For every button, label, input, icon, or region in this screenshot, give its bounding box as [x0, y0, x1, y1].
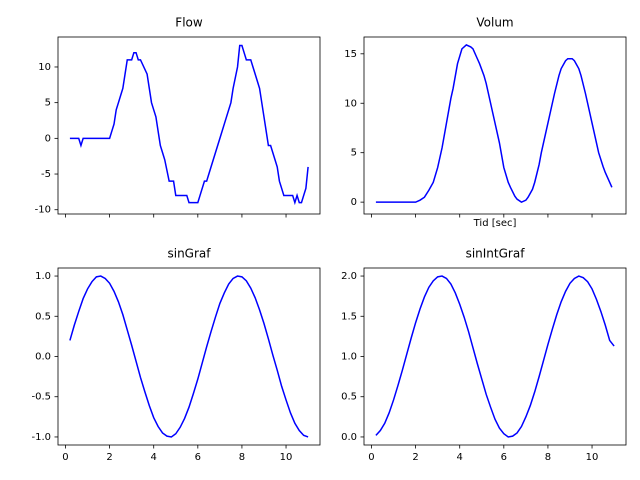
axes-frame: [363, 267, 627, 446]
y-tick-label: 1.5: [341, 311, 357, 322]
y-tick-label: 10: [38, 62, 51, 73]
y-tick-label: 0.5: [35, 311, 51, 322]
y-tick-label: -1.0: [31, 432, 51, 443]
axes-frame: [57, 267, 321, 446]
y-tick-label: 1.0: [341, 352, 357, 363]
axes-frame: [57, 36, 321, 215]
x-tick-label: 6: [501, 452, 507, 463]
y-tick-label: 15: [344, 49, 357, 60]
x-tick-label: 8: [239, 452, 245, 463]
y-tick-label: 5: [351, 148, 357, 159]
y-tick-label: 1.0: [35, 271, 51, 282]
x-tick-label: 10: [280, 452, 293, 463]
y-tick-label: 0.5: [341, 392, 357, 403]
subplot-title: sinIntGraf: [466, 247, 526, 261]
y-tick-label: 2.0: [341, 271, 357, 282]
subplot-title: Volum: [476, 16, 513, 30]
y-tick-label: -10: [35, 205, 51, 216]
y-tick-label: 10: [344, 98, 357, 109]
y-tick-label: 0: [351, 197, 357, 208]
x-tick-label: 0: [368, 452, 374, 463]
x-tick-label: 0: [62, 452, 68, 463]
y-tick-label: 0.0: [35, 352, 51, 363]
x-tick-label: 2: [412, 452, 418, 463]
x-tick-label: 10: [586, 452, 599, 463]
data-line: [69, 44, 309, 206]
x-tick-label: 4: [457, 452, 463, 463]
axes-frame: [363, 36, 627, 215]
y-tick-label: -0.5: [31, 392, 51, 403]
data-line: [375, 44, 613, 203]
x-tick-label: 2: [106, 452, 112, 463]
data-line: [69, 275, 309, 438]
y-tick-label: 5: [45, 98, 51, 109]
y-tick-label: 0: [45, 133, 51, 144]
y-tick-label: 0.0: [341, 432, 357, 443]
x-tick-label: 6: [195, 452, 201, 463]
x-axis-label: Tid [sec]: [473, 218, 517, 229]
x-tick-label: 8: [545, 452, 551, 463]
data-line: [375, 275, 615, 438]
subplot-title: Flow: [175, 16, 203, 30]
x-tick-label: 4: [151, 452, 157, 463]
subplot-title: sinGraf: [167, 247, 211, 261]
y-tick-label: -5: [41, 169, 51, 180]
